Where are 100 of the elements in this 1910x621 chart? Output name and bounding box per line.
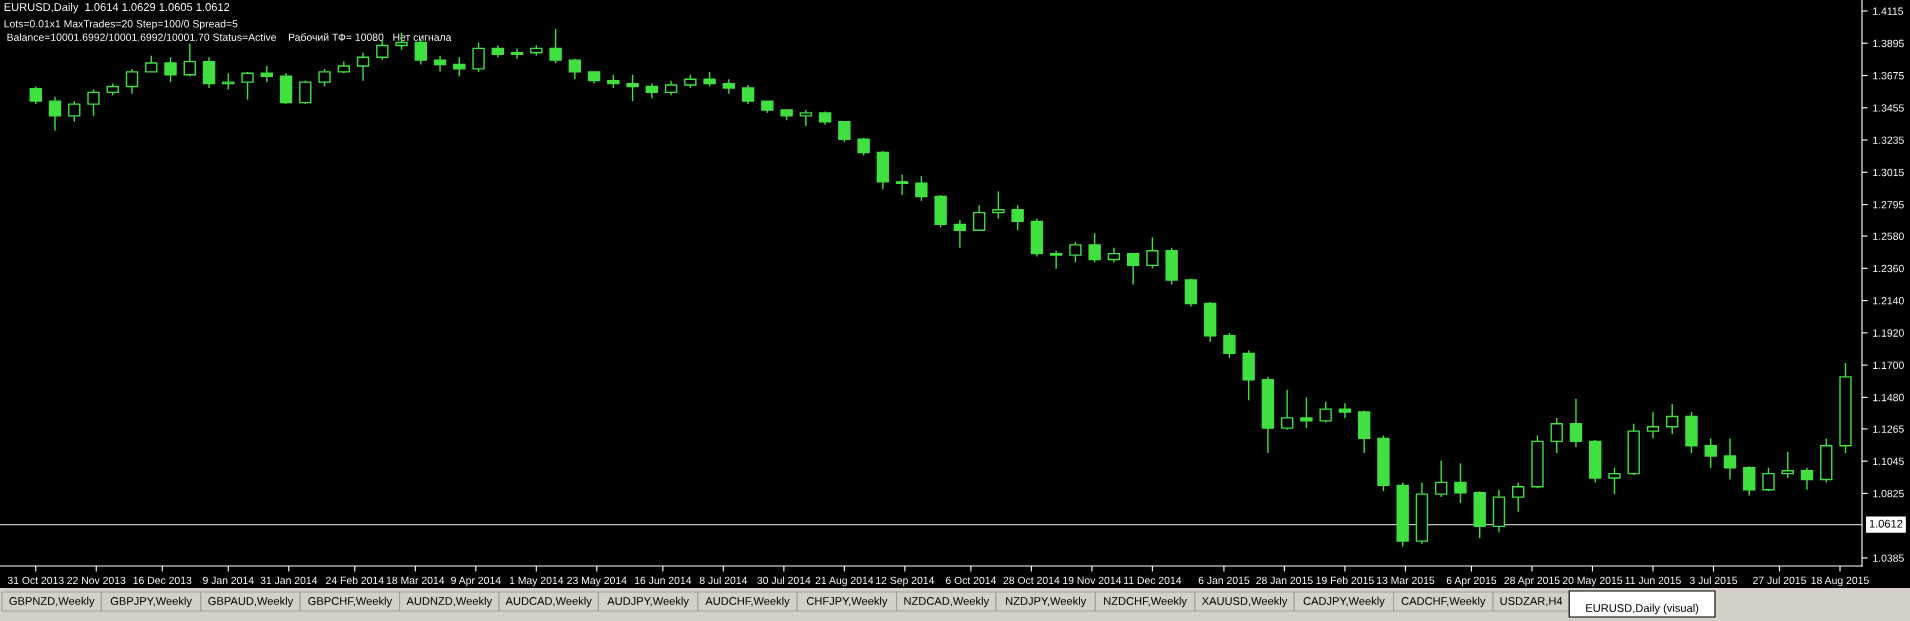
- candlestick: [1666, 403, 1679, 435]
- text: GBPJPY,Weekly: [110, 596, 192, 608]
- candlestick: [183, 42, 196, 77]
- text: AUDJPY,Weekly: [607, 596, 689, 608]
- candlestick: [164, 56, 177, 83]
- candlestick: [1762, 467, 1775, 492]
- candlestick: [1088, 232, 1101, 264]
- x-tick-label: 18 Aug 2015: [1811, 576, 1869, 587]
- candlestick: [992, 190, 1005, 220]
- x-tick-label: 18 Mar 2014: [386, 576, 445, 585]
- candlestick: [453, 56, 466, 77]
- candlestick: [1434, 459, 1448, 498]
- candlestick: [1011, 204, 1024, 231]
- candlestick: [1569, 398, 1583, 448]
- text: AUDCHF,Weekly: [705, 596, 790, 608]
- y-tick-label: 1.1920: [1873, 329, 1904, 337]
- candlestick: [1704, 437, 1717, 469]
- x-tick-label: 23 May 2014: [567, 576, 627, 587]
- y-tick-label: 1.1265: [1873, 425, 1904, 433]
- x-tick-label: 31 Oct 2013: [7, 576, 64, 585]
- y-tick-label: 1.3675: [1873, 72, 1904, 80]
- x-tick-label: 6 Oct 2014: [945, 576, 997, 585]
- candlestick: [356, 52, 370, 82]
- y-tick-label: 1.3895: [1873, 39, 1904, 48]
- text: NZDCHF,Weekly: [1104, 596, 1187, 608]
- x-tick-label: 12 Sep 2014: [876, 576, 935, 587]
- x-tick-label: 13 Mar 2015: [1376, 576, 1435, 585]
- candlestick: [472, 41, 485, 73]
- y-tick-label: 1.4115: [1873, 7, 1904, 15]
- candlestick: [915, 175, 928, 202]
- x-tick-label: 28 Oct 2014: [1003, 576, 1060, 585]
- candlestick: [1512, 481, 1525, 513]
- candlestick: [1550, 417, 1563, 454]
- x-tick-label: 16 Jun 2014: [634, 576, 692, 585]
- candlestick: [972, 204, 986, 231]
- candlestick: [799, 109, 813, 127]
- candlestick: [510, 47, 524, 60]
- x-tick-label: 30 Jul 2014: [757, 576, 811, 585]
- x-tick-label: 16 Dec 2013: [133, 576, 192, 585]
- candlestick: [1049, 250, 1063, 270]
- x-tick-label: 3 Jul 2015: [1689, 576, 1738, 585]
- text: GBPNZD,Weekly: [9, 596, 95, 608]
- candlestick: [1300, 396, 1313, 429]
- text: NZDCAD,Weekly: [904, 596, 990, 608]
- ref-line-label: 1.0612: [1869, 519, 1903, 528]
- x-tick-label: 28 Jan 2015: [1256, 576, 1313, 585]
- text: AUDCAD,Weekly: [505, 596, 592, 608]
- x-tick-label: 11 Jun 2015: [1625, 576, 1681, 585]
- candlestick: [838, 121, 851, 143]
- candlestick: [741, 84, 755, 105]
- x-tick-label: 20 May 2015: [1562, 576, 1623, 587]
- candlestick: [1608, 467, 1621, 495]
- x-tick-label: 28 Apr 2015: [1504, 576, 1560, 587]
- candlestick: [241, 71, 254, 101]
- text: CHFJPY,Weekly: [806, 596, 888, 608]
- candlestick: [1646, 411, 1660, 440]
- candlestick: [87, 88, 100, 117]
- y-tick-label: 1.3455: [1873, 104, 1904, 112]
- x-tick-label: 31 Jan 2014: [260, 576, 318, 585]
- candlestick: [48, 96, 62, 132]
- candlestick: [953, 219, 967, 249]
- candlestick: [376, 39, 389, 61]
- x-tick-label: 24 Feb 2014: [326, 576, 384, 585]
- candlestick: [549, 28, 562, 64]
- text: XAUUSD,Weekly: [1201, 596, 1288, 608]
- candlestick: [1743, 465, 1756, 497]
- text: GBPCHF,Weekly: [308, 596, 393, 608]
- y-tick-label: 1.2360: [1873, 264, 1904, 273]
- candlestick: [1781, 450, 1794, 479]
- text: CADCHF,Weekly: [1401, 596, 1486, 608]
- y-tick-label: 1.3015: [1873, 168, 1904, 177]
- y-tick-label: 1.2140: [1873, 297, 1904, 305]
- candlestick: [1454, 462, 1467, 504]
- x-tick-label: 1 May 2014: [509, 576, 564, 587]
- y-tick-label: 1.0825: [1873, 489, 1904, 498]
- x-tick-label: 27 Jul 2015: [1753, 576, 1806, 585]
- candlestick: [125, 68, 139, 95]
- candlestick: [1800, 467, 1814, 491]
- x-tick-label: 21 Aug 2014: [815, 576, 874, 587]
- candlestick: [202, 56, 216, 89]
- candlestick: [1280, 389, 1294, 431]
- candlestick: [1338, 402, 1352, 419]
- y-tick-label: 1.1045: [1873, 457, 1904, 466]
- candlestick: [1069, 241, 1082, 264]
- candlestick: [68, 100, 81, 123]
- text: GBPAUD,Weekly: [208, 596, 294, 608]
- text: CADJPY,Weekly: [1303, 596, 1385, 608]
- x-tick-label: 19 Feb 2015: [1316, 576, 1374, 585]
- y-tick-label: 1.2580: [1873, 232, 1904, 240]
- chart-title: EURUSD,Daily 1.0614 1.0629 1.0605 1.0612: [4, 2, 230, 14]
- text: AUDNZD,Weekly: [406, 596, 493, 608]
- x-tick-label: 19 Nov 2014: [1063, 576, 1122, 585]
- candlestick: [1723, 437, 1737, 481]
- candlestick: [626, 74, 639, 102]
- candlestick: [1126, 252, 1140, 286]
- x-tick-label: 9 Apr 2014: [451, 576, 501, 587]
- x-tick-label: 11 Dec 2014: [1124, 576, 1182, 585]
- text: NZDJPY,Weekly: [1006, 596, 1087, 608]
- x-tick-label: 22 Nov 2013: [67, 576, 126, 585]
- y-tick-label: 1.1480: [1873, 393, 1904, 402]
